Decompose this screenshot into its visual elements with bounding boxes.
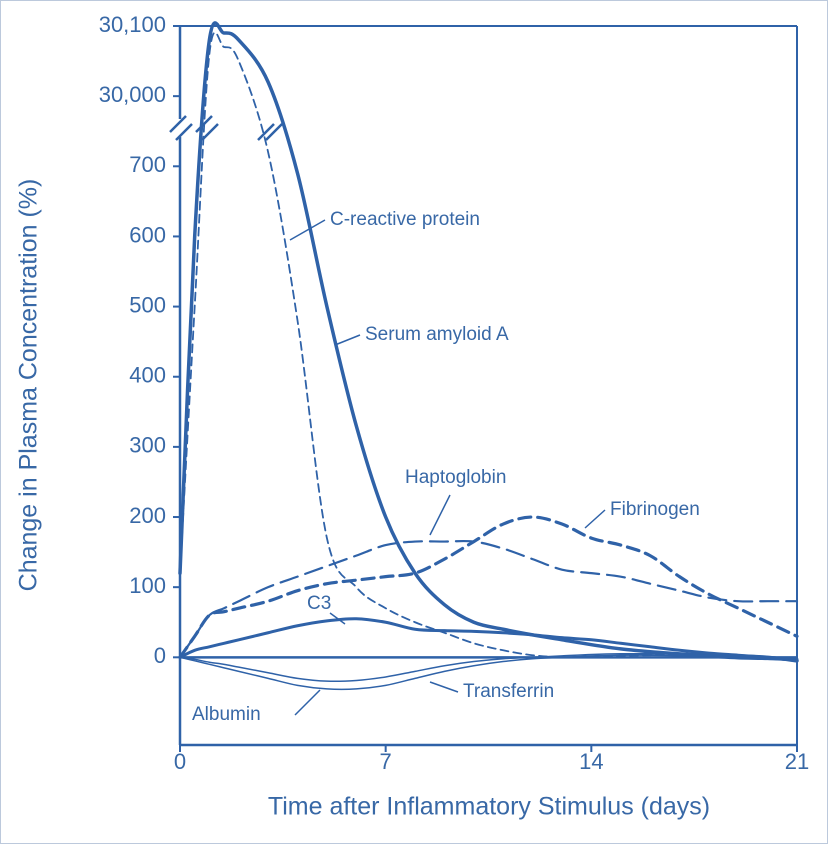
axes xyxy=(169,25,798,747)
leader-line xyxy=(329,612,346,625)
line-break xyxy=(257,123,283,141)
series-line xyxy=(179,652,798,683)
y-tick-label: 700 xyxy=(129,152,166,177)
y-tick-label: 0 xyxy=(154,643,166,668)
y-tick-label: 400 xyxy=(129,363,166,388)
series-label: Transferrin xyxy=(463,681,554,702)
series-label: Albumin xyxy=(192,704,261,725)
y-tick-label: 200 xyxy=(129,503,166,528)
series-label: Haptoglobin xyxy=(405,467,506,488)
y-tick-label: 100 xyxy=(129,573,166,598)
series-line xyxy=(178,21,799,663)
series-line xyxy=(179,31,798,662)
y-tick-label: 300 xyxy=(129,433,166,458)
y-tick-label: 30,100 xyxy=(99,12,166,37)
series-line xyxy=(178,617,799,661)
x-tick-label: 0 xyxy=(174,749,186,774)
leader-line xyxy=(289,219,326,241)
y-tick-label: 30,000 xyxy=(99,82,166,107)
leader-line xyxy=(294,689,321,716)
series-label: Serum amyloid A xyxy=(365,324,509,345)
series-line xyxy=(179,654,798,691)
y-tick-label: 600 xyxy=(129,222,166,247)
leader-line xyxy=(334,334,361,346)
leader-line xyxy=(429,681,459,693)
y-axis-title: Change in Plasma Concentration (%) xyxy=(15,179,43,592)
leader-line xyxy=(584,509,606,529)
series-label: C-reactive protein xyxy=(330,209,480,230)
series-label: Fibrinogen xyxy=(610,499,700,520)
y-tick-label: 500 xyxy=(129,292,166,317)
x-tick-label: 7 xyxy=(380,749,392,774)
x-axis-title: Time after Inflammatory Stimulus (days) xyxy=(268,793,710,821)
axis-break xyxy=(169,115,193,141)
series-line xyxy=(178,515,799,659)
series-line xyxy=(178,539,799,659)
x-tick-label: 14 xyxy=(579,749,603,774)
x-tick-label: 21 xyxy=(785,749,809,774)
leader-line xyxy=(429,494,451,536)
series-label: C3 xyxy=(307,593,331,614)
